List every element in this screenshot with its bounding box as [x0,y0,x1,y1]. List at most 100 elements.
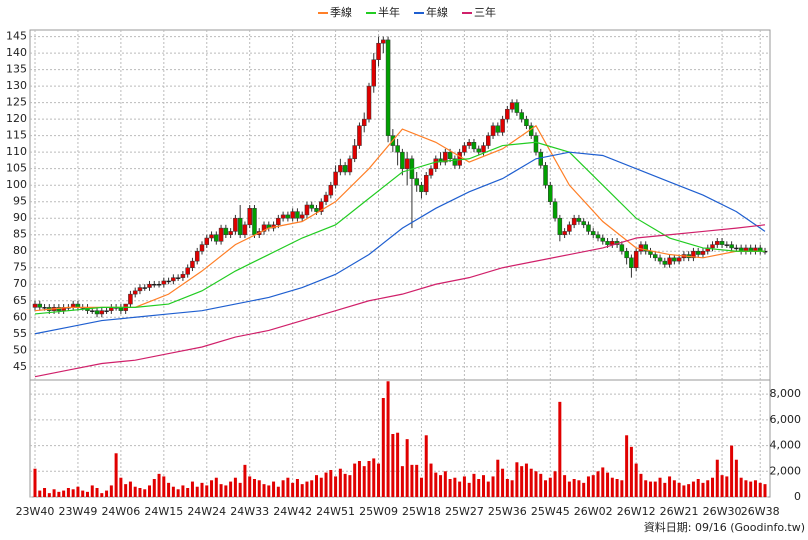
volume-bar [386,381,390,497]
x-tick-label: 26W21 [660,505,699,518]
volume-bar [162,476,166,497]
candle-body [657,257,663,262]
volume-bar [90,485,94,497]
volume-bar [353,463,357,497]
candle-body [128,293,133,305]
volume-bar [410,464,414,497]
volume-bar [243,464,247,497]
volume-bar [100,493,104,497]
x-tick-label: 23W40 [16,505,55,518]
volume-bar [505,479,509,497]
volume-bar [534,471,538,497]
candle-body [37,303,43,308]
volume-bar [691,481,695,497]
candle-body [524,118,529,127]
y-tick-label: 120 [6,112,27,125]
candle-body [309,204,314,209]
candle-body [223,227,229,235]
candle-body [586,224,591,232]
volume-bar [128,481,132,497]
volume-bar [138,488,142,497]
candle-body [261,224,267,232]
x-tick-label: 25W18 [402,505,441,518]
volume-bar [85,491,89,497]
candle-body [419,184,424,193]
volume-bar [711,477,715,497]
volume-bar [663,482,667,497]
candle-body [280,214,286,219]
y-tick-label: 45 [13,360,27,373]
candle-body [32,303,38,308]
candle-body [452,158,458,166]
candle-body [328,184,334,196]
volume-bar [176,489,180,497]
volume-bar [443,471,447,497]
candle-body [629,257,634,268]
volume-tick-label: 4,000 [770,439,802,452]
y-tick-label: 135 [6,63,27,76]
volume-bar [400,466,404,497]
candle-body [447,151,453,160]
volume-bar [396,432,400,497]
candle-body [619,244,625,252]
volume-bar [639,473,643,497]
volume-bar [195,486,199,497]
candle-body [214,234,219,242]
ma-line [34,151,766,335]
candle-body [319,201,324,212]
candle-body [166,280,171,283]
volume-bar [582,482,586,497]
candle-body [376,42,381,60]
candle-body [633,250,639,268]
volume-bar [81,490,85,497]
x-tick-label: 24W15 [144,505,183,518]
y-tick-label: 100 [6,178,27,191]
footer: 資料日期: 09/16 (Goodinfo.tw) [644,520,805,534]
x-tick-label: 26W30 [703,505,742,518]
candle-body [314,208,319,212]
x-tick-label: 24W51 [316,505,355,518]
y-tick-label: 110 [6,145,27,158]
volume-bar [76,486,80,497]
volume-bar [276,486,280,497]
candle-body [94,310,100,315]
volume-bar [133,486,137,497]
volume-bar [725,476,729,497]
candle-body [552,201,558,219]
candle-body [734,247,739,250]
volume-bar [453,477,457,497]
volume-bar [219,484,223,497]
candle-body [290,211,295,219]
volume-bar [572,479,576,497]
volume-bar [257,480,261,497]
candle-body [648,250,653,255]
candle-body [676,257,682,262]
candle-body [643,244,648,252]
candle-body [237,217,243,235]
volume-bar [315,475,319,497]
volume-bar [295,479,299,497]
volume-bar [224,485,228,497]
candle-body [557,217,563,235]
x-tick-label: 24W24 [187,505,226,518]
x-tick-label: 26W12 [617,505,656,518]
candle-body [218,227,224,242]
y-tick-label: 75 [13,261,27,274]
legend-label: 三年 [474,5,496,19]
volume-bar [229,481,233,497]
volume-bar [467,482,471,497]
volume-bar [481,475,485,497]
candle-body [581,221,586,226]
volume-bar [205,485,209,497]
volume-bar [181,485,185,497]
volume-bar [701,482,705,497]
candle-body [404,158,410,169]
volume-bar [267,485,271,497]
volume-bar [687,484,691,497]
candle-body [567,224,572,232]
volume-bar [501,468,505,497]
volume-bar [634,463,638,497]
candle-body [304,204,310,216]
volume-bar [424,435,428,497]
volume-bar [343,473,347,497]
